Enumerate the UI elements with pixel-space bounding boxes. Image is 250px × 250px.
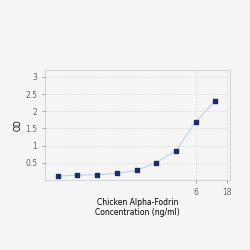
Point <box>174 148 178 152</box>
X-axis label: Chicken Alpha-Fodrin
Concentration (ng/ml): Chicken Alpha-Fodrin Concentration (ng/m… <box>95 198 180 218</box>
Point <box>76 173 80 177</box>
Point <box>95 172 99 176</box>
Point <box>56 174 60 178</box>
Point <box>134 168 138 172</box>
Point <box>214 99 218 103</box>
Point <box>115 171 119 175</box>
Point <box>194 120 198 124</box>
Y-axis label: OD: OD <box>14 119 22 131</box>
Point <box>154 160 158 164</box>
